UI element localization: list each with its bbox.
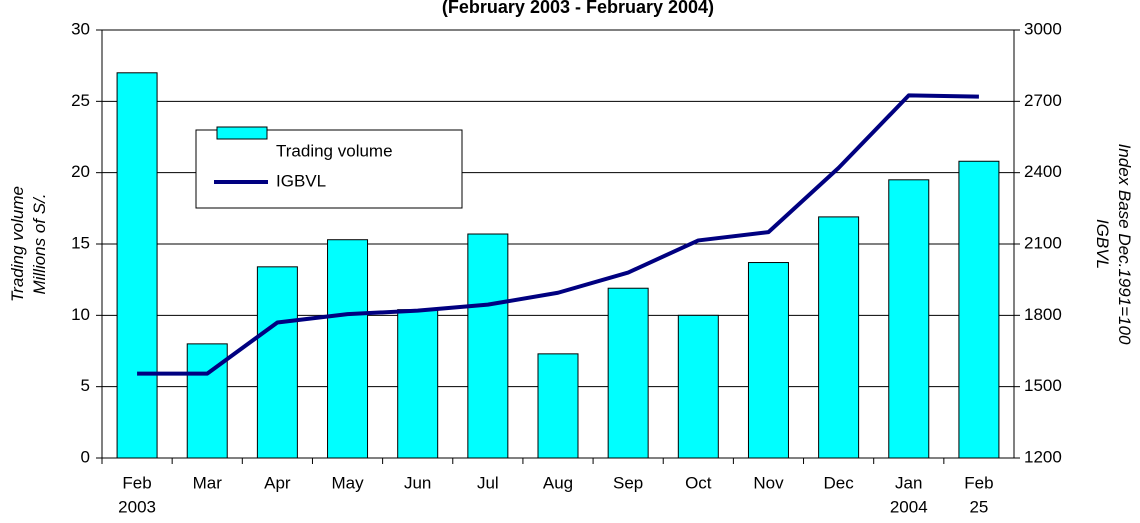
y2-tick-label: 2100	[1024, 233, 1062, 252]
x-tick-label: Mar	[193, 473, 223, 492]
y2-tick-label: 2700	[1024, 91, 1062, 110]
y2-axis-title-line: Index Base Dec.1991=100	[1115, 144, 1134, 345]
bar	[607, 287, 649, 459]
x-tick-label: 25	[969, 497, 988, 516]
y-tick-label: 15	[71, 233, 90, 252]
x-tick-label: Feb	[964, 473, 993, 492]
x-tick-label: Nov	[753, 473, 784, 492]
x-tick-label: Feb	[122, 473, 151, 492]
legend-swatch	[216, 126, 268, 140]
bar	[116, 72, 158, 459]
y2-tick-label: 1200	[1024, 447, 1062, 466]
y2-tick-label: 2400	[1024, 162, 1062, 181]
y-tick-label: 5	[81, 376, 90, 395]
x-tick-label: Apr	[264, 473, 291, 492]
bar	[327, 239, 369, 459]
y2-axis-title-line: IGBVL	[1093, 219, 1112, 269]
bar	[818, 216, 860, 459]
legend-label: IGBVL	[276, 171, 326, 190]
x-tick-label: Jun	[404, 473, 431, 492]
x-tick-label: May	[331, 473, 364, 492]
x-tick-label: Jul	[477, 473, 499, 492]
x-tick-label: 2004	[890, 497, 928, 516]
y-axis-title: Trading volume Millions of S/.	[8, 186, 49, 302]
bar	[467, 233, 509, 459]
y-tick-label: 20	[71, 162, 90, 181]
y-tick-label: 25	[71, 91, 90, 110]
y-tick-label: 10	[71, 305, 90, 324]
bar	[747, 262, 789, 459]
line	[137, 93, 979, 376]
y2-tick-label: 1500	[1024, 376, 1062, 395]
x-tick-label: 2003	[118, 497, 156, 516]
x-tick-label: Aug	[543, 473, 573, 492]
y2-axis-title: Index Base Dec.1991=100IGBVL	[1093, 144, 1134, 345]
x-tick-label: Jan	[895, 473, 922, 492]
plot-frame	[101, 29, 1015, 459]
bar	[397, 309, 439, 459]
y-axis-title-line: Trading volume	[8, 186, 27, 302]
legend-label: Trading volume	[276, 141, 393, 160]
x-tick-label: Dec	[823, 473, 854, 492]
x-tick-label: Sep	[613, 473, 643, 492]
chart-title: (February 2003 - February 2004)	[442, 0, 714, 17]
bar	[677, 314, 719, 459]
y-axis-title-line: Millions of S/.	[30, 193, 49, 294]
x-tick-label: Oct	[685, 473, 712, 492]
y-tick-label: 30	[71, 19, 90, 38]
bar	[958, 160, 1000, 459]
y2-tick-label: 3000	[1024, 19, 1062, 38]
y2-tick-label: 1800	[1024, 305, 1062, 324]
bar	[537, 353, 579, 459]
bar	[256, 266, 298, 459]
bar	[888, 179, 930, 459]
y-tick-label: 0	[81, 447, 90, 466]
legend-box	[195, 129, 463, 209]
